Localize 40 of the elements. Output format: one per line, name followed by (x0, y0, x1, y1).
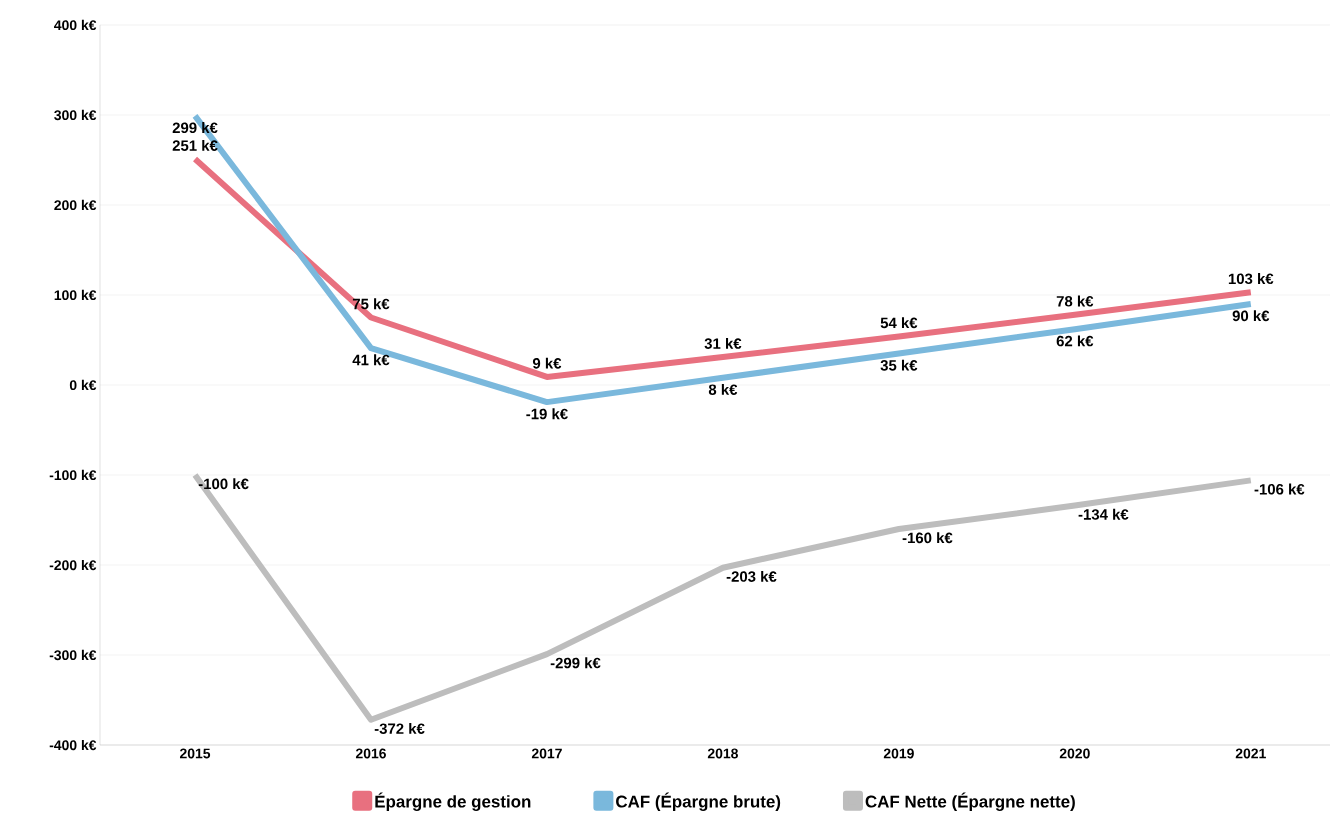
y-tick-label: 0 k€ (69, 379, 97, 391)
y-tick-label: 100 k€ (54, 289, 97, 301)
data-label: 103 k€ (1228, 273, 1274, 285)
data-label: 78 k€ (1056, 295, 1094, 307)
x-tick-label: 2021 (1235, 748, 1266, 759)
data-label: -106 k€ (1254, 483, 1305, 495)
data-label: -19 k€ (526, 408, 568, 420)
data-label: 54 k€ (880, 317, 918, 329)
x-tick-label: 2017 (531, 748, 562, 759)
x-tick-label: 2020 (1059, 748, 1090, 759)
data-label: 8 k€ (708, 384, 738, 395)
legend-label: Épargne de gestion (375, 792, 531, 811)
x-tick-label: 2016 (355, 748, 386, 759)
y-tick-label: -400 k€ (49, 739, 97, 751)
y-tick-label: -200 k€ (49, 559, 97, 571)
data-label: -160 k€ (902, 532, 953, 544)
x-tick-label: 2018 (707, 748, 738, 759)
legend-label: CAF Nette (Épargne nette) (865, 792, 1075, 811)
y-tick-label: 200 k€ (54, 199, 97, 211)
legend-label: CAF (Épargne brute) (616, 792, 781, 811)
data-label: 35 k€ (880, 359, 918, 371)
y-tick-label: -300 k€ (49, 649, 97, 661)
data-label: -299 k€ (550, 657, 601, 669)
data-label: 299 k€ (172, 122, 218, 134)
data-label: 41 k€ (352, 354, 390, 366)
x-tick-label: 2015 (179, 748, 211, 759)
data-label: -134 k€ (1078, 508, 1129, 520)
data-label: -100 k€ (198, 478, 249, 490)
y-tick-label: 400 k€ (54, 19, 97, 31)
y-tick-label: -100 k€ (49, 469, 97, 481)
data-label: 31 k€ (704, 337, 742, 349)
data-label: -372 k€ (374, 723, 425, 734)
data-label: -203 k€ (726, 570, 777, 582)
y-tick-label: 300 k€ (54, 109, 97, 121)
data-label: 90 k€ (1232, 310, 1270, 322)
data-label: 9 k€ (532, 357, 562, 369)
data-label: 62 k€ (1056, 335, 1094, 347)
data-label: 251 k€ (172, 139, 218, 151)
x-tick-label: 2019 (883, 748, 914, 759)
data-label: 75 k€ (352, 298, 390, 310)
